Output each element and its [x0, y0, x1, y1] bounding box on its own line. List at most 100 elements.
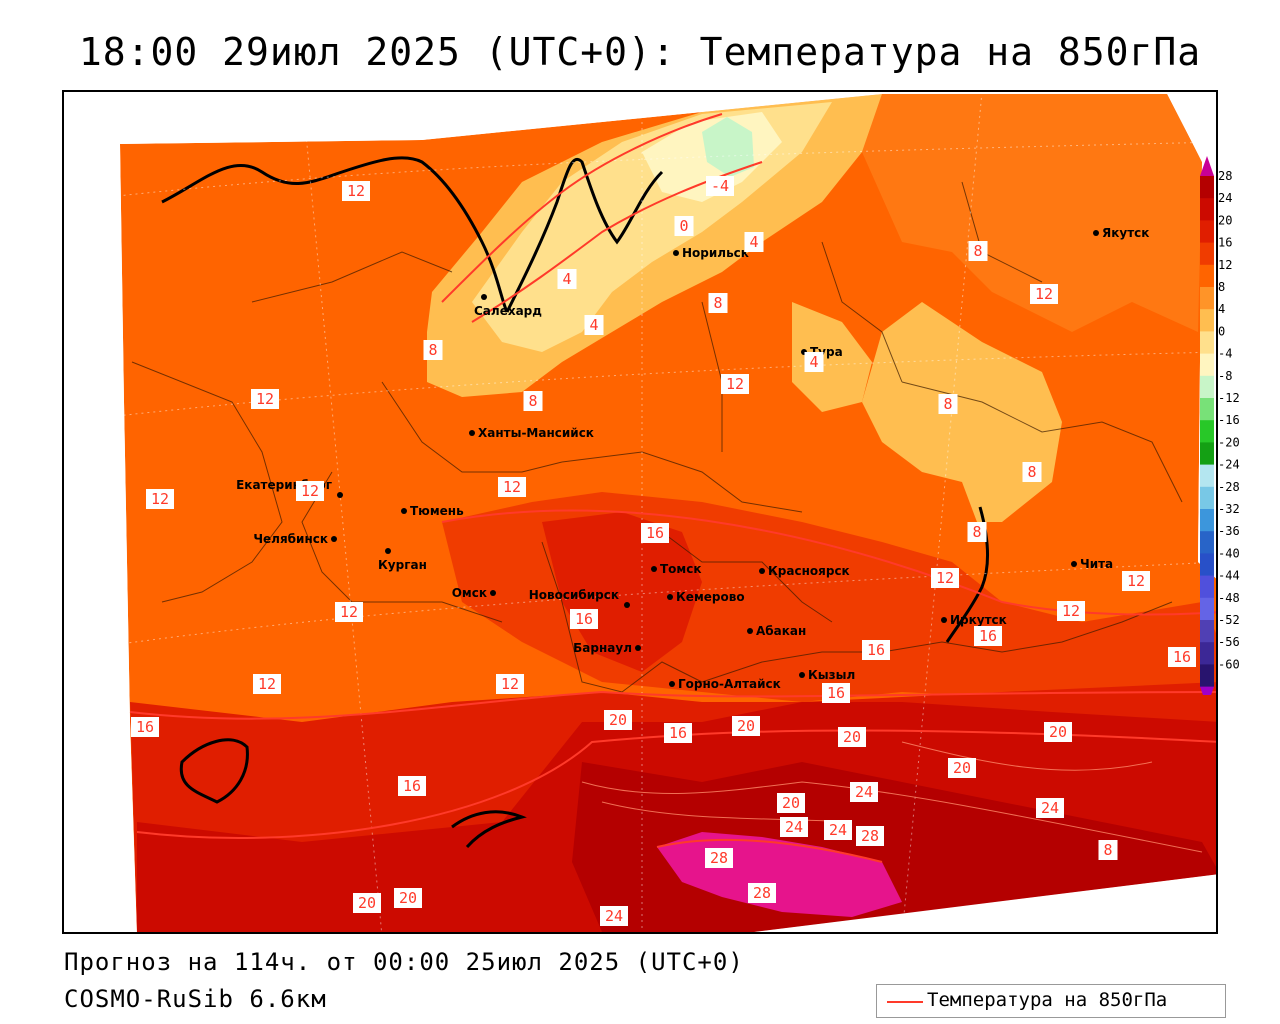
- isotherm-label-text: 8: [1103, 841, 1112, 859]
- city-label: Томск: [660, 562, 702, 576]
- zone-16-core: [542, 512, 702, 672]
- isotherm-label-bg: [804, 352, 824, 372]
- isotherm-label: 12: [342, 181, 370, 201]
- city-label: Новосибирск: [529, 588, 619, 602]
- isotherm-label-text: 8: [1027, 463, 1036, 481]
- city-dot: [469, 430, 475, 436]
- city-marker: Горно-Алтайск: [669, 677, 781, 691]
- colorbar-swatch: [1200, 242, 1214, 266]
- isotherm-label-text: -4: [711, 177, 729, 195]
- colorbar-swatch: [1200, 398, 1214, 421]
- isotherm-label-bg: [780, 817, 808, 837]
- colorbar-swatch: [1200, 486, 1214, 510]
- isotherm-label-bg: [131, 717, 159, 737]
- zone-minus8: [702, 117, 754, 177]
- colorbar-tick-label: -40: [1218, 546, 1240, 560]
- city-marker: Челябинск: [253, 532, 337, 546]
- legend: Температура на 850гПа: [876, 984, 1226, 1018]
- city-dot: [331, 536, 337, 542]
- isotherm-label: 8: [523, 391, 543, 411]
- city-dot: [624, 602, 630, 608]
- isotherm-label: 20: [732, 716, 760, 736]
- colorbar-swatch: [1200, 553, 1214, 577]
- colorbar-tick-label: -4: [1218, 347, 1232, 361]
- isotherm-label: 12: [296, 481, 324, 501]
- isotherm-label-bg: [523, 391, 543, 411]
- colorbar-tick-label: -36: [1218, 524, 1240, 538]
- isotherm-label-bg: [1098, 840, 1118, 860]
- isotherm-label-text: 16: [403, 777, 421, 795]
- isotherm-label: 12: [146, 489, 174, 509]
- colorbar-tick-label: 12: [1218, 258, 1232, 272]
- city-marker: Кызыл: [799, 668, 855, 682]
- city-marker: Красноярск: [759, 564, 850, 578]
- isotherm-label: 4: [744, 232, 764, 252]
- city-dot: [337, 492, 343, 498]
- isotherm-label: 12: [251, 389, 279, 409]
- isotherm-label: 20: [353, 893, 381, 913]
- isotherm-label-bg: [948, 758, 976, 778]
- isotherm-label-text: 12: [301, 482, 319, 500]
- isotherm-label-bg: [862, 640, 890, 660]
- city-dot: [635, 645, 641, 651]
- colorbar-swatch: [1200, 353, 1214, 377]
- isotherm-label-bg: [253, 674, 281, 694]
- isotherm-label: 20: [777, 793, 805, 813]
- city-label: Кызыл: [808, 668, 855, 682]
- isotherm-label: 8: [708, 293, 728, 313]
- isotherm-label-bg: [584, 315, 604, 335]
- isotherm-label-text: 24: [785, 818, 803, 836]
- city-label: Ханты-Мансийск: [478, 426, 594, 440]
- colorbar-tick-label: 0: [1218, 324, 1225, 338]
- city-dot: [747, 628, 753, 634]
- city-dot: [385, 548, 391, 554]
- arctic-coastline: [161, 156, 509, 313]
- city-dot: [651, 566, 657, 572]
- colorbar-tick-label: -8: [1218, 369, 1232, 383]
- isotherm-lines: [129, 113, 1216, 863]
- isotherm-label: -4: [706, 176, 734, 196]
- colorbar-swatch: [1200, 509, 1214, 532]
- isotherm-label-bg: [1036, 798, 1064, 818]
- colorbar-swatch: [1200, 620, 1214, 643]
- isotherm-label-bg: [968, 241, 988, 261]
- isotherm-label-text: 4: [562, 270, 571, 288]
- isotherm-label-text: 12: [347, 182, 365, 200]
- isotherm-label-bg: [706, 176, 734, 196]
- colorbar-bottom-arrow: [1200, 686, 1214, 695]
- isotherm-label-text: 12: [340, 603, 358, 621]
- isotherm-label-bg: [342, 181, 370, 201]
- colorbar-tick-label: 28: [1218, 169, 1232, 183]
- colorbar-tick-label: -52: [1218, 613, 1240, 627]
- isotherm-label-text: 12: [151, 490, 169, 508]
- isotherm-label: 4: [804, 352, 824, 372]
- city-label: Якутск: [1102, 226, 1149, 240]
- isotherm-label-bg: [353, 893, 381, 913]
- isotherm-label-text: 12: [503, 478, 521, 496]
- isotherm-label-text: 8: [428, 341, 437, 359]
- city-marker: Томск: [651, 562, 702, 576]
- isotherm-label-bg: [708, 293, 728, 313]
- city-marker: Ханты-Мансийск: [469, 426, 594, 440]
- legend-label: Температура на 850гПа: [927, 989, 1168, 1011]
- isotherm-label-bg: [1030, 284, 1058, 304]
- isotherm-label-bg: [1044, 722, 1072, 742]
- isotherm-label-bg: [721, 374, 749, 394]
- isotherm-label: 24: [780, 817, 808, 837]
- outside-domain-top: [522, 92, 882, 130]
- city-label: Тюмень: [410, 504, 464, 518]
- isotherm-label-bg: [1168, 647, 1196, 667]
- isotherm-label: 4: [557, 269, 577, 289]
- isotherm-label: 12: [1057, 601, 1085, 621]
- colorbar-swatch: [1200, 575, 1214, 599]
- isotherm-label: 0: [674, 216, 694, 236]
- colorbar-tick-label: -16: [1218, 413, 1240, 427]
- city-dot: [490, 590, 496, 596]
- isotherm-label: 12: [253, 674, 281, 694]
- isotherm-label: 28: [856, 826, 884, 846]
- city-marker: Кемерово: [667, 590, 745, 604]
- isotherm-label-text: 8: [972, 523, 981, 541]
- isotherm-label-text: 0: [679, 217, 688, 235]
- isotherm-label-text: 20: [953, 759, 971, 777]
- colorbar-swatch: [1200, 176, 1214, 199]
